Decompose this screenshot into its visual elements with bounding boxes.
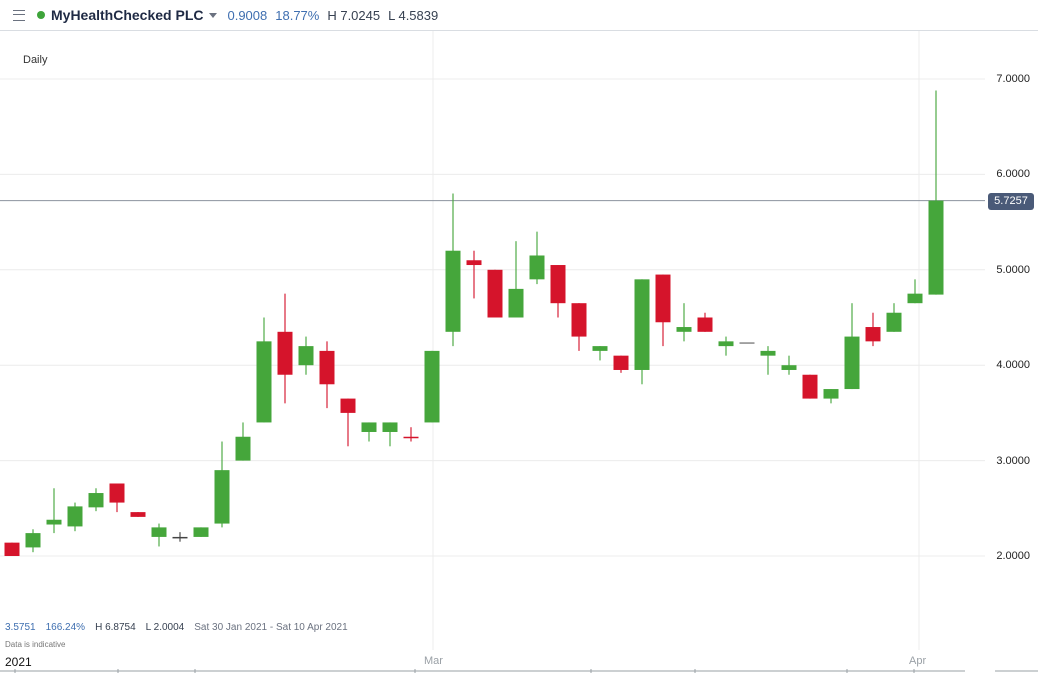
market-status-dot-icon: [37, 11, 45, 19]
candle[interactable]: [130, 512, 146, 517]
candle[interactable]: [634, 279, 650, 370]
candle[interactable]: [466, 260, 482, 266]
period-change-pct: 166.24%: [45, 622, 86, 633]
candle[interactable]: [571, 303, 587, 337]
candle[interactable]: [25, 533, 41, 548]
candle[interactable]: [718, 341, 734, 347]
candle[interactable]: [277, 331, 293, 375]
candle[interactable]: [193, 527, 209, 537]
header-change: 0.9008: [227, 7, 268, 23]
x-axis-year-label: 2021: [5, 655, 32, 669]
candle[interactable]: [424, 350, 440, 423]
header-high: H 7.0245: [327, 7, 381, 23]
candle[interactable]: [382, 422, 398, 432]
interval-label: Daily: [23, 54, 48, 66]
period-high: H 6.8754: [95, 622, 136, 633]
y-axis-label: 3.0000: [996, 455, 1030, 467]
candle[interactable]: [319, 350, 335, 385]
candle[interactable]: [46, 519, 62, 525]
candle[interactable]: [4, 542, 20, 556]
header-change-pct: 18.77%: [275, 7, 320, 23]
candle[interactable]: [865, 327, 881, 342]
candle[interactable]: [592, 346, 608, 351]
candle[interactable]: [613, 355, 629, 370]
candle[interactable]: [88, 493, 104, 508]
period-range: Sat 30 Jan 2021 - Sat 10 Apr 2021: [194, 622, 348, 633]
current-price-tag: 5.7257: [988, 193, 1034, 210]
candle[interactable]: [697, 317, 713, 332]
candle[interactable]: [403, 436, 419, 439]
candle[interactable]: [550, 265, 566, 304]
candle[interactable]: [340, 398, 356, 413]
y-axis-label: 4.0000: [996, 359, 1030, 371]
candle[interactable]: [361, 422, 377, 432]
period-stats: 3.5751 166.24% H 6.8754 L 2.0004 Sat 30 …: [5, 622, 358, 633]
candle[interactable]: [487, 269, 503, 318]
candle[interactable]: [676, 327, 692, 332]
candle[interactable]: [655, 274, 671, 323]
candle[interactable]: [928, 200, 944, 295]
y-axis-label: 7.0000: [996, 73, 1030, 85]
candle[interactable]: [739, 342, 755, 344]
candle[interactable]: [172, 536, 188, 539]
candle[interactable]: [844, 336, 860, 390]
candle[interactable]: [298, 346, 314, 366]
y-axis-label: 5.0000: [996, 264, 1030, 276]
candle[interactable]: [781, 365, 797, 370]
candle[interactable]: [802, 374, 818, 399]
candle[interactable]: [151, 527, 167, 537]
y-axis-label: 6.0000: [996, 168, 1030, 180]
period-low: L 2.0004: [145, 622, 185, 633]
candle[interactable]: [67, 506, 83, 527]
candle[interactable]: [235, 436, 251, 461]
data-indicative-note: Data is indicative: [5, 640, 66, 649]
period-change: 3.5751: [5, 622, 36, 633]
candle[interactable]: [109, 483, 125, 503]
x-axis-label-mar: Mar: [424, 655, 443, 667]
chevron-down-icon[interactable]: [209, 12, 218, 18]
candle[interactable]: [214, 470, 230, 524]
x-axis-label-apr: Apr: [909, 655, 927, 667]
candle[interactable]: [508, 288, 524, 318]
instrument-header: MyHealthChecked PLC 0.9008 18.77% H 7.02…: [0, 0, 1038, 31]
y-axis-label: 2.0000: [996, 550, 1030, 562]
candle[interactable]: [445, 250, 461, 332]
candle[interactable]: [886, 312, 902, 332]
candle[interactable]: [823, 389, 839, 399]
instrument-name[interactable]: MyHealthChecked PLC: [51, 7, 204, 23]
candle[interactable]: [760, 350, 776, 356]
candle[interactable]: [256, 341, 272, 423]
header-low: L 4.5839: [388, 7, 439, 23]
candle[interactable]: [907, 293, 923, 304]
candle[interactable]: [529, 255, 545, 280]
hamburger-menu-icon[interactable]: [13, 9, 25, 21]
